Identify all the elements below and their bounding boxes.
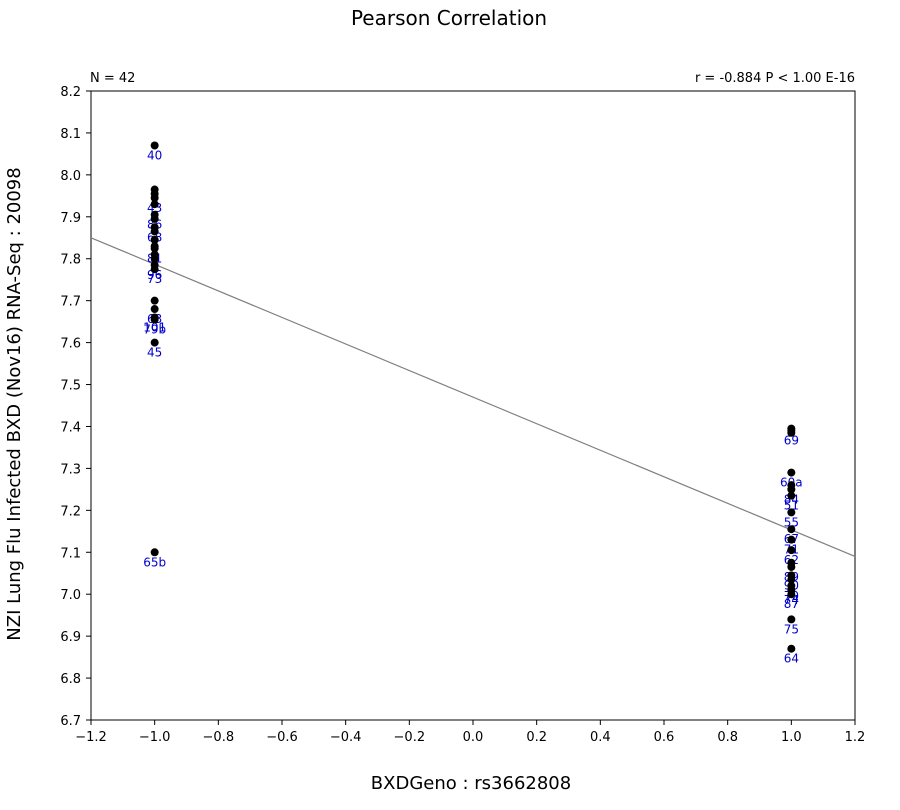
x-tick-label: −0.6: [266, 730, 298, 745]
y-tick-label: 7.5: [60, 379, 81, 394]
x-tick-label: 0.8: [717, 730, 738, 745]
data-point-label: 55: [784, 515, 799, 529]
x-tick-label: 0.2: [526, 730, 547, 745]
data-point[interactable]: [150, 214, 159, 223]
data-point[interactable]: [787, 535, 796, 544]
sample-count-label: N = 42: [90, 71, 135, 86]
chart-title: Pearson Correlation: [351, 6, 547, 30]
y-tick-label: 7.6: [60, 337, 81, 352]
data-point-label: 74: [784, 593, 799, 607]
x-tick-label: 1.2: [845, 730, 866, 745]
y-tick-label: 7.3: [60, 462, 81, 477]
y-tick-label: 6.7: [60, 714, 81, 729]
y-axis: 6.7 6.8 6.9 7.0 7.1 7.2 7.3 7.4 7.5 7.6 7.7 7.8 7.9 8…: [60, 85, 91, 729]
x-tick-label: 0.0: [463, 730, 484, 745]
y-tick-label: 6.9: [60, 630, 81, 645]
data-point-label: 101: [143, 320, 166, 334]
y-tick-label: 8.2: [60, 85, 81, 100]
data-point-label: 87: [784, 597, 799, 611]
correlation-stats-label: r = -0.884 P < 1.00 E-16: [695, 71, 855, 86]
y-axis-title: NZI Lung Flu Infected BXD (Nov16) RNA-Se…: [4, 167, 25, 640]
data-point[interactable]: [150, 254, 159, 263]
data-point[interactable]: [787, 491, 796, 500]
data-point[interactable]: [787, 590, 796, 599]
data-point[interactable]: [787, 644, 796, 653]
data-point-label: 96: [147, 268, 162, 282]
x-tick-label: −0.4: [330, 730, 362, 745]
data-point-label: 69: [784, 434, 799, 448]
data-point[interactable]: [150, 265, 159, 274]
x-tick-label: 0.4: [590, 730, 611, 745]
data-point-label: 79b: [143, 323, 166, 337]
data-point[interactable]: [150, 200, 159, 209]
data-point[interactable]: [150, 338, 159, 347]
data-point[interactable]: [787, 468, 796, 477]
data-point-label: 75: [784, 622, 799, 636]
data-point-label: 73: [147, 272, 162, 286]
data-point[interactable]: [150, 244, 159, 253]
data-point[interactable]: [787, 575, 796, 584]
data-point-label: 45: [147, 346, 162, 360]
x-axis-title: BXDGeno : rs3662808: [371, 773, 571, 794]
data-point[interactable]: [787, 508, 796, 517]
data-point-label: 64: [784, 652, 799, 666]
y-tick-label: 7.8: [60, 253, 81, 268]
data-point[interactable]: [150, 141, 159, 150]
x-tick-label: −0.2: [394, 730, 426, 745]
y-tick-label: 7.0: [60, 588, 81, 603]
y-tick-label: 6.8: [60, 672, 81, 687]
data-point[interactable]: [150, 227, 159, 236]
data-point[interactable]: [787, 615, 796, 624]
data-point[interactable]: [150, 235, 159, 244]
data-point[interactable]: [150, 193, 159, 202]
regression-layer: [90, 237, 856, 558]
data-point[interactable]: [787, 546, 796, 555]
regression-line: [90, 237, 856, 558]
y-tick-label: 7.2: [60, 504, 81, 519]
data-point-label: 65b: [143, 555, 166, 569]
data-point-label: 51: [784, 499, 799, 513]
y-tick-label: 7.4: [60, 420, 81, 435]
data-point[interactable]: [150, 548, 159, 557]
x-axis: −1.2 −1.0 −0.8 −0.6 −0.4 −0.2 0.0 0.2 0.4 0.6 0.8 1…: [75, 720, 865, 745]
data-point[interactable]: [787, 562, 796, 571]
data-point[interactable]: [150, 315, 159, 324]
x-tick-label: 0.6: [654, 730, 675, 745]
y-tick-label: 7.7: [60, 295, 81, 310]
x-tick-label: −0.8: [203, 730, 235, 745]
y-tick-label: 8.0: [60, 169, 81, 184]
data-point[interactable]: [150, 296, 159, 305]
data-point[interactable]: [787, 428, 796, 437]
data-point[interactable]: [787, 485, 796, 494]
plot-area: [90, 90, 856, 721]
points-layer: 404386688196736310179b4565b6960a84515567…: [143, 141, 803, 666]
data-point-label: 40: [147, 149, 162, 163]
y-tick-label: 8.1: [60, 127, 81, 142]
data-point[interactable]: [787, 525, 796, 534]
y-tick-label: 7.1: [60, 546, 81, 561]
y-tick-label: 7.9: [60, 211, 81, 226]
data-point[interactable]: [150, 305, 159, 314]
x-tick-label: −1.2: [75, 730, 107, 745]
x-tick-label: −1.0: [139, 730, 171, 745]
x-tick-label: 1.0: [781, 730, 802, 745]
